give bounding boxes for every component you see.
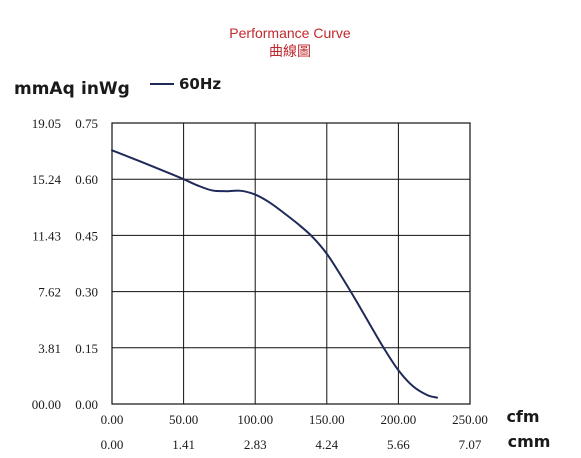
legend-label-60hz: 60Hz — [179, 75, 221, 93]
x-tick-label: 0.00 — [101, 412, 124, 427]
series-layer — [111, 149, 439, 399]
x-tick-label-secondary: 1.41 — [172, 437, 195, 452]
grid — [111, 122, 471, 405]
x-tick-label: 100.00 — [237, 412, 273, 427]
x-tick-label: 250.00 — [452, 412, 488, 427]
x-tick-label-secondary: 2.83 — [244, 437, 267, 452]
y-tick-label-secondary: 7.62 — [38, 285, 61, 300]
chart-title: Performance Curve — [229, 25, 351, 41]
x-tick-label-secondary: 4.24 — [315, 437, 338, 452]
y-axis-label-secondary: inWg — [81, 79, 130, 99]
y-tick-label-secondary: 11.43 — [32, 228, 61, 243]
x-axis-label-primary: cfm — [506, 407, 539, 426]
x-tick-label-secondary: 5.66 — [387, 437, 410, 452]
y-tick-label: 0.00 — [75, 397, 98, 412]
y-tick-label: 0.45 — [75, 228, 98, 243]
x-tick-label: 50.00 — [169, 412, 198, 427]
y-tick-label: 0.75 — [75, 116, 98, 131]
tick-labels: 0.000.0050.001.41100.002.83150.004.24200… — [32, 116, 488, 452]
x-tick-label: 200.00 — [381, 412, 417, 427]
x-tick-label: 150.00 — [309, 412, 345, 427]
y-tick-label-secondary: 3.81 — [38, 341, 61, 356]
y-axis-label-primary: mmAq — [14, 79, 75, 99]
x-tick-label-secondary: 0.00 — [101, 437, 124, 452]
y-tick-label-secondary: 19.05 — [32, 116, 61, 131]
x-axis-label-secondary: cmm — [508, 432, 551, 451]
x-tick-label-secondary: 7.07 — [459, 437, 482, 452]
y-tick-label: 0.30 — [75, 285, 98, 300]
y-tick-label-secondary: 15.24 — [32, 172, 62, 187]
series-line-0 — [111, 149, 439, 399]
y-tick-label: 0.15 — [75, 341, 98, 356]
chart-subtitle: 曲線圖 — [269, 43, 311, 59]
plot-frame — [111, 122, 471, 405]
y-tick-label-secondary: 00.00 — [32, 397, 61, 412]
y-tick-label: 0.60 — [75, 172, 98, 187]
